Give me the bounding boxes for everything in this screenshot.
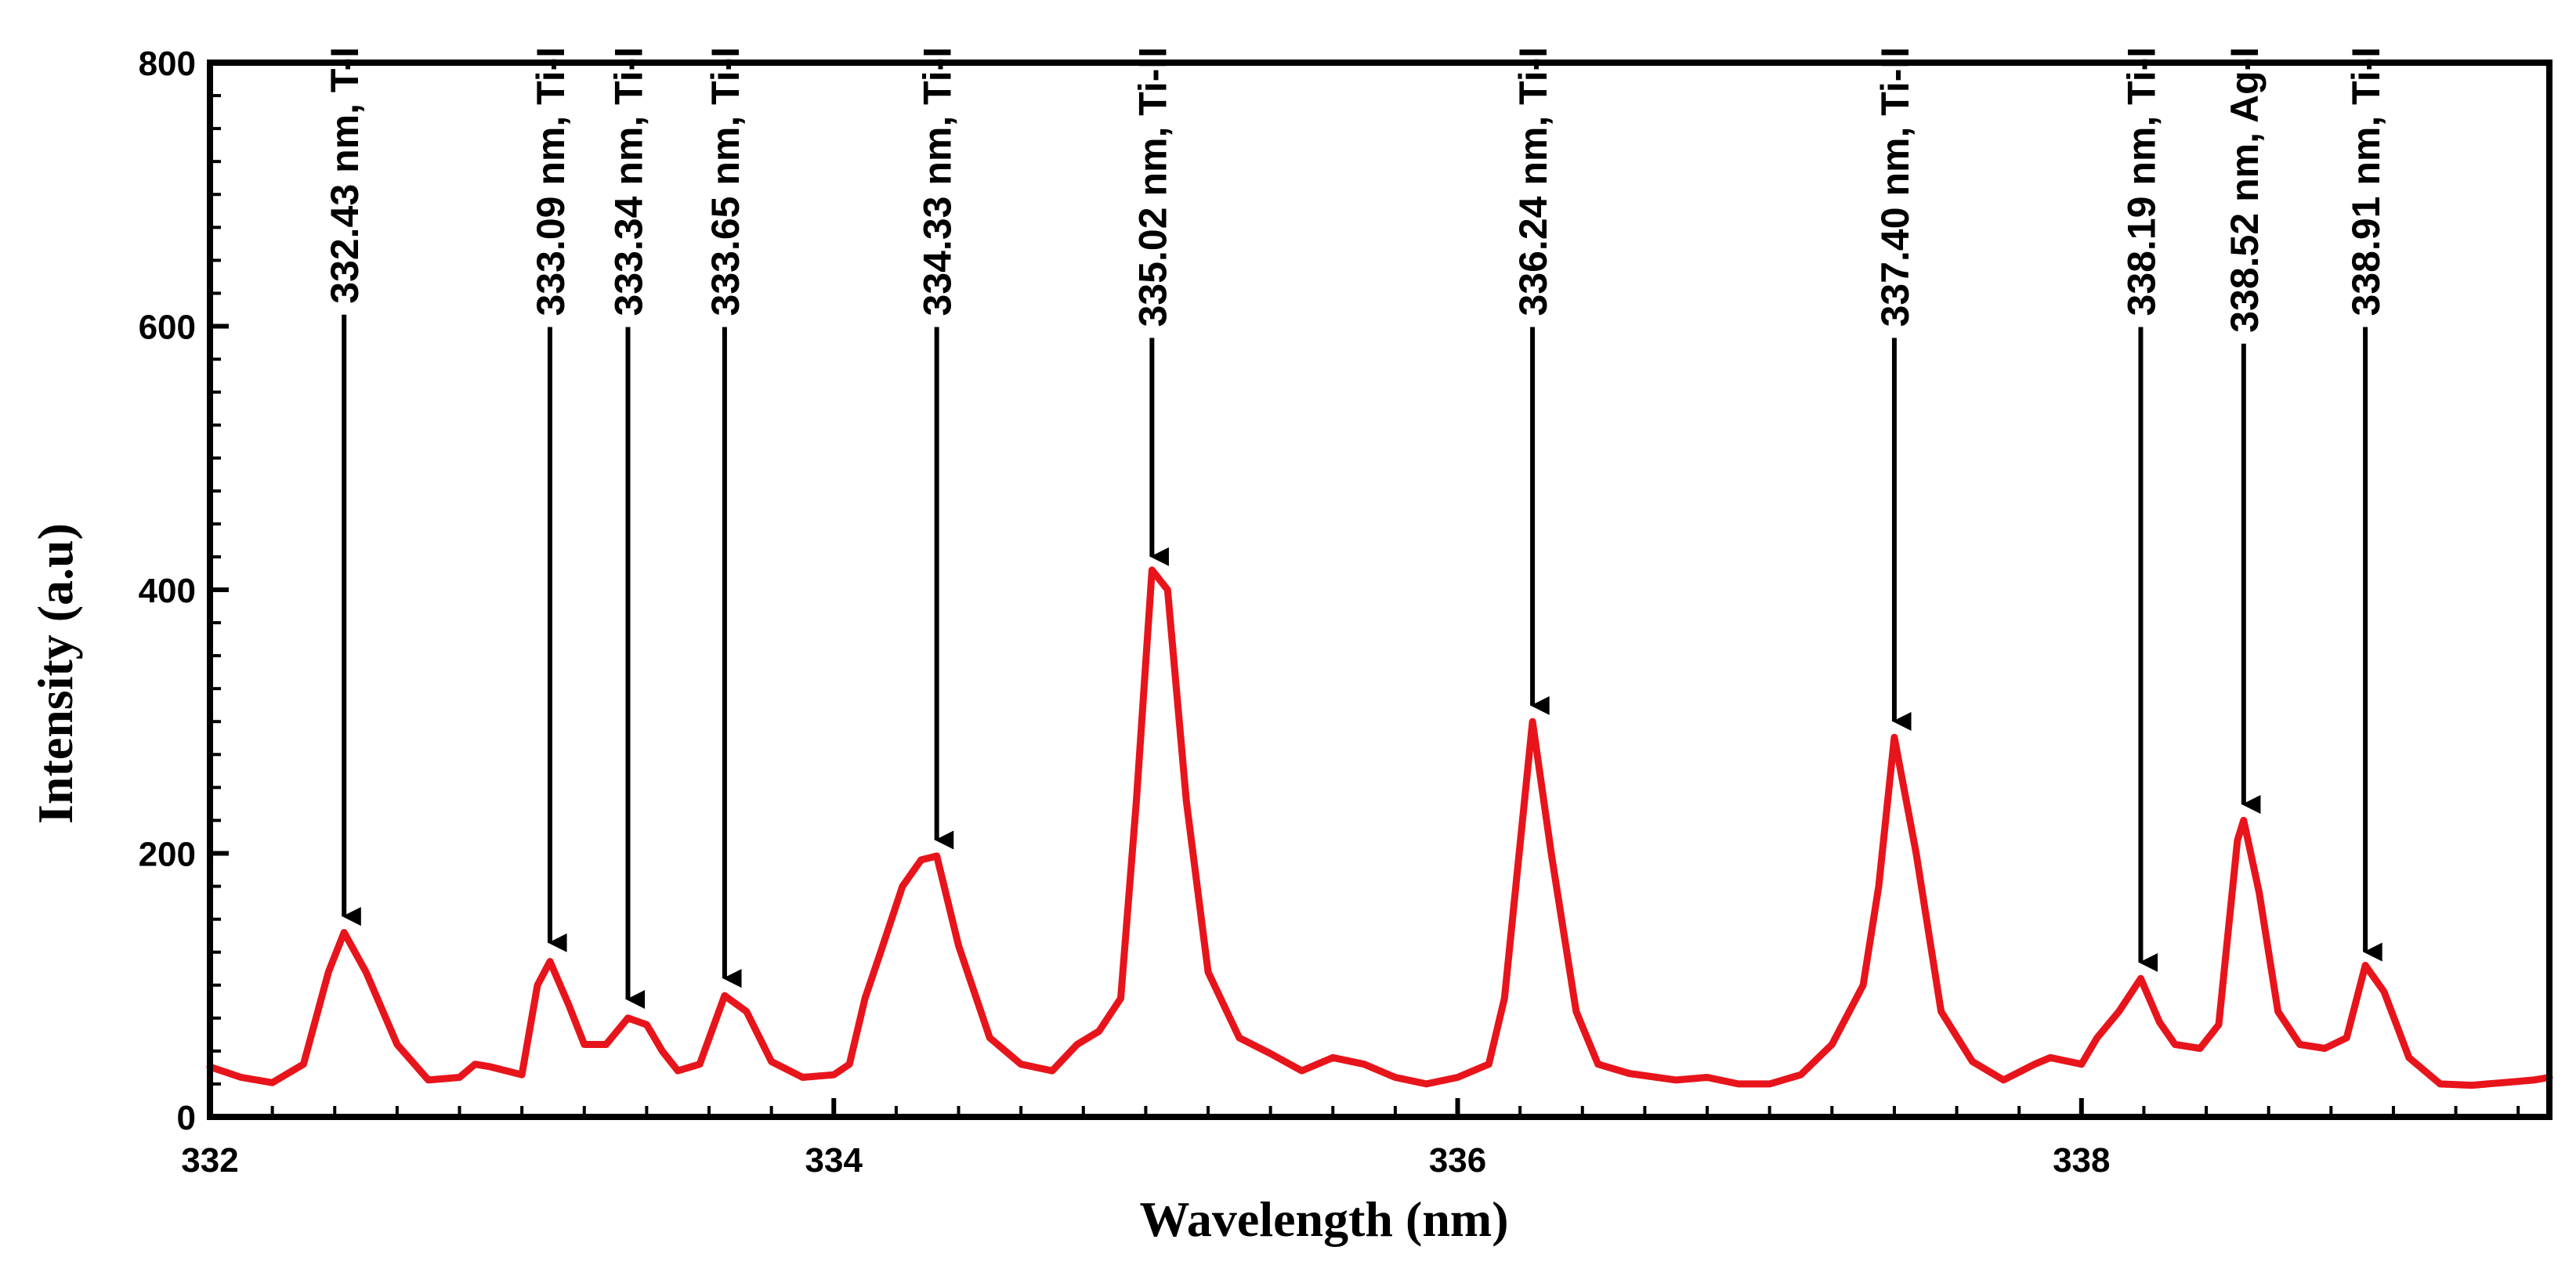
x-tick-label: 332 [181, 1141, 238, 1180]
peak-label: 338.91 nm, Ti-I [2344, 47, 2388, 316]
peak-label: 338.52 nm, Ag-I [2223, 47, 2267, 333]
y-tick-label: 800 [139, 45, 196, 83]
data-layer [206, 566, 2553, 1090]
peak-label: 338.19 nm, Ti-I [2119, 47, 2163, 316]
peak-label: 336.24 nm, Ti-I [1511, 47, 1555, 316]
x-tick-label: 336 [1429, 1141, 1486, 1180]
peak-label: 334.33 nm, Ti-I [916, 47, 960, 316]
peak-label: 333.34 nm, Ti-I [607, 47, 651, 316]
y-axis-title: Intensity (a.u) [27, 523, 83, 824]
y-tick-label: 400 [139, 572, 196, 610]
series-line-0 [206, 566, 2553, 1090]
x-tick-label: 334 [805, 1141, 863, 1180]
peak-label: 332.43 nm, T-I [323, 47, 367, 304]
x-axis-title: Wavelength (nm) [1139, 1191, 1508, 1247]
y-tick-label: 600 [139, 309, 196, 347]
peak-label: 337.40 nm, Ti-II [1873, 47, 1917, 327]
x-tick-label: 338 [2053, 1141, 2110, 1180]
peak-label: 335.02 nm, Ti-II [1131, 47, 1174, 327]
y-tick-label: 200 [139, 836, 196, 874]
peak-label: 333.65 nm, Ti-I [704, 47, 747, 316]
axes: 0 200 400 600 800 332 334 336 338 [139, 45, 2552, 1180]
peak-annotations: 332.43 nm, T-I 333.09 nm, Ti-I 333.34 nm, … [323, 47, 2388, 1010]
y-tick-label: 0 [177, 1099, 196, 1137]
peak-label: 333.09 nm, Ti-I [529, 47, 573, 316]
